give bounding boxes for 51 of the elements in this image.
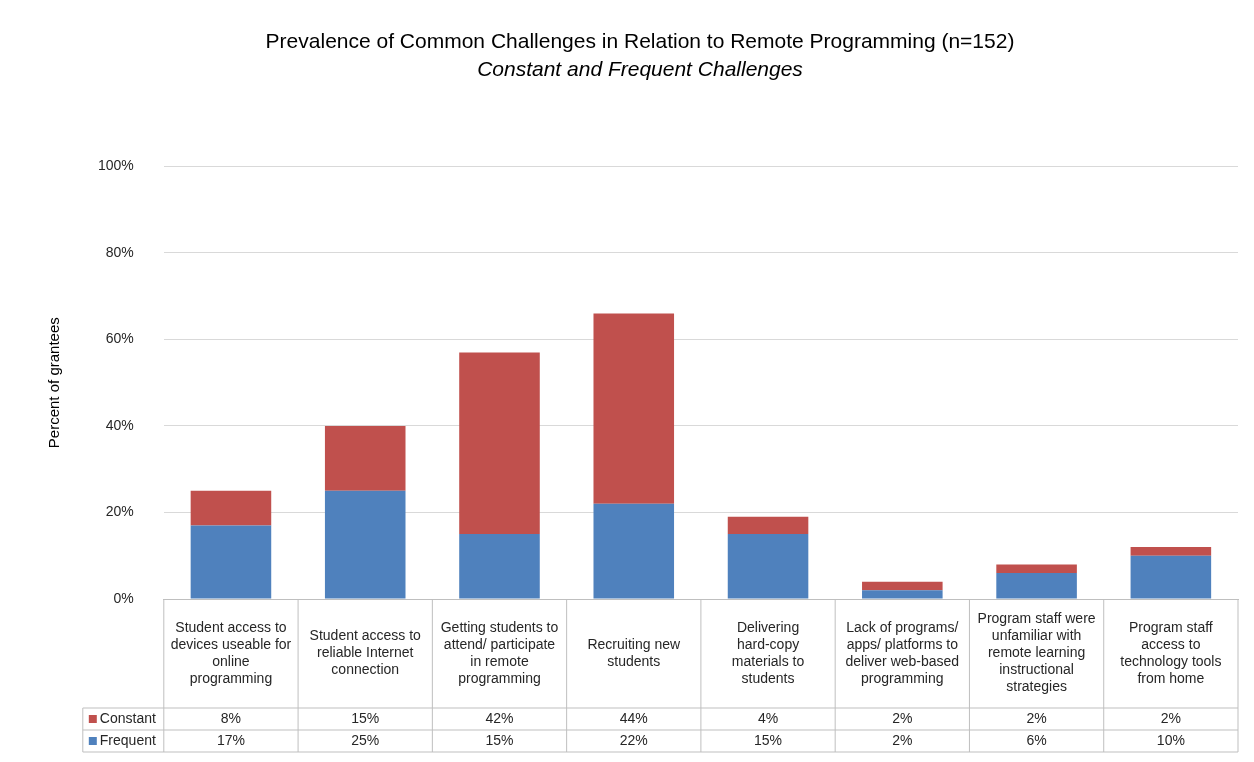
data-label: 4%	[757, 709, 779, 726]
data-label: 25%	[351, 731, 380, 748]
data-label: 2%	[892, 709, 913, 726]
bar	[727, 516, 809, 535]
x-tick-label: Getting students to attend/ participate in remote programming	[440, 618, 559, 686]
data-label: 2%	[1160, 709, 1181, 726]
bar	[593, 503, 675, 599]
x-tick-label: Student access to reliable Internet connection	[309, 627, 422, 678]
legend-label: Frequent	[99, 731, 156, 748]
data-label: 2%	[892, 731, 913, 748]
data-label: 15%	[485, 731, 514, 748]
data-label: 22%	[619, 731, 648, 748]
y-tick-label: 40%	[105, 416, 134, 433]
x-tick-label: Lack of programs/ apps/ platforms to deliver web-based programming	[845, 618, 960, 686]
bar	[190, 490, 272, 526]
bar	[1130, 547, 1212, 556]
bar	[862, 590, 943, 599]
data-label: 17%	[216, 731, 245, 748]
bar	[459, 352, 540, 535]
bar	[190, 525, 272, 599]
chart-title: Prevalence of Common Challenges in Relation to Remote Programming (n=152)	[265, 29, 1015, 53]
y-tick-label: 60%	[105, 330, 134, 347]
x-tick-label: Delivering hard-copy materials to students	[731, 618, 805, 686]
y-tick-label: 80%	[105, 243, 134, 260]
y-axis-title: Percent of grantees	[45, 317, 63, 449]
bar	[862, 581, 943, 591]
data-label: 2%	[1026, 709, 1047, 726]
data-label: 8%	[220, 709, 242, 726]
bar	[1130, 555, 1212, 599]
bar	[996, 573, 1077, 599]
data-label: 44%	[619, 709, 648, 726]
data-label: 42%	[485, 709, 514, 726]
bar	[324, 490, 406, 599]
data-label: 10%	[1156, 731, 1185, 748]
bar	[459, 534, 540, 599]
chart-subtitle: Constant and Frequent Challenges	[477, 56, 804, 80]
x-tick-label: Recruiting new students	[587, 635, 681, 669]
data-label: 15%	[754, 731, 783, 748]
data-label: 6%	[1026, 731, 1047, 748]
bar	[324, 425, 406, 491]
bar	[727, 534, 809, 599]
legend-label: Constant	[99, 709, 156, 726]
y-tick-label: 0%	[113, 589, 134, 606]
x-tick-label: Student access to devices useable for online programming	[170, 618, 292, 686]
data-label: 15%	[351, 709, 380, 726]
x-tick-label: Program staff access to technology tools from home	[1120, 618, 1222, 686]
bar	[593, 313, 675, 504]
x-tick-label: Program staff were unfamiliar with remote learning instructional strategies	[977, 610, 1096, 695]
bar	[996, 564, 1077, 574]
y-tick-label: 20%	[105, 503, 134, 520]
y-tick-label: 100%	[97, 157, 134, 174]
